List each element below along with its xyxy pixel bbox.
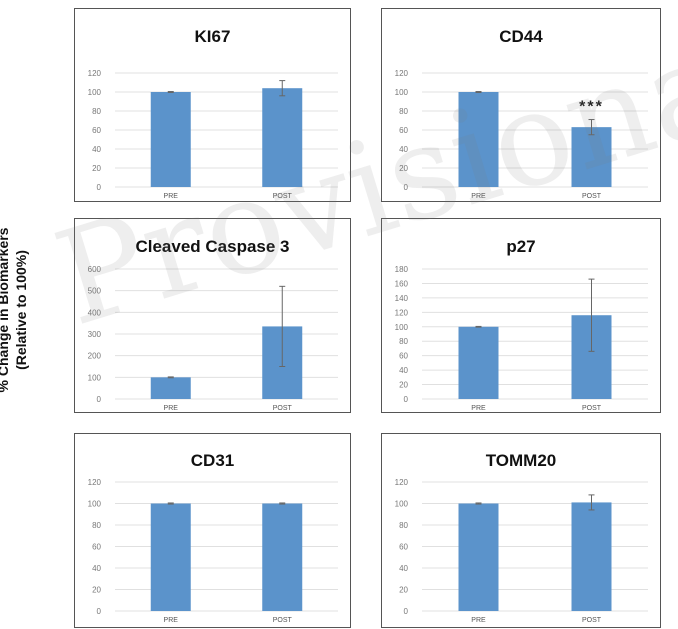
x-tick-label: PRE xyxy=(471,617,486,624)
x-tick-label: POST xyxy=(273,193,293,200)
chart-title: p27 xyxy=(506,237,535,256)
x-tick-label: PRE xyxy=(164,617,179,624)
y-tick-label: 180 xyxy=(395,265,409,274)
chart-title: TOMM20 xyxy=(486,451,557,470)
y-tick-label: 20 xyxy=(399,164,408,173)
y-tick-label: 80 xyxy=(399,521,408,530)
bar-post xyxy=(262,88,303,187)
x-tick-label: POST xyxy=(273,405,293,412)
y-tick-label: 20 xyxy=(92,164,101,173)
error-bar xyxy=(167,91,174,93)
bar-post xyxy=(571,127,612,187)
chart-title: KI67 xyxy=(195,27,231,46)
bar-pre xyxy=(458,326,499,399)
y-tick-label: 40 xyxy=(399,564,408,573)
y-tick-label: 0 xyxy=(404,607,409,616)
x-tick-label: POST xyxy=(582,193,602,200)
bar-pre xyxy=(458,503,499,611)
x-tick-label: POST xyxy=(273,617,293,624)
y-tick-label: 60 xyxy=(92,543,101,552)
bar-pre xyxy=(150,92,191,187)
y-tick-label: 160 xyxy=(395,279,409,288)
bar-post xyxy=(571,502,612,611)
y-tick-label: 0 xyxy=(404,183,409,192)
y-tick-label: 20 xyxy=(92,586,101,595)
chart-cd44: CD44 0 20 40 60 80 100 120 PRE POST *** xyxy=(381,8,661,202)
y-tick-label: 20 xyxy=(399,586,408,595)
y-tick-label: 120 xyxy=(395,69,409,78)
y-tick-label: 200 xyxy=(88,352,102,361)
y-tick-label: 100 xyxy=(395,323,409,332)
y-tick-label: 40 xyxy=(92,564,101,573)
error-bar xyxy=(475,325,482,328)
chart-ki67: KI67 0 20 40 60 80 100 120 PRE POST xyxy=(74,8,351,202)
x-tick-label: POST xyxy=(582,617,602,624)
chart-cleaved-caspase-3: Cleaved Caspase 3 0 100 200 300 400 500 600 PRE P… xyxy=(74,218,351,413)
y-tick-label: 100 xyxy=(395,88,409,97)
y-axis-label-line1: % Change in Biomarkers xyxy=(0,227,11,393)
y-tick-label: 500 xyxy=(88,287,102,296)
x-tick-label: PRE xyxy=(164,193,179,200)
error-bar xyxy=(167,376,174,379)
y-tick-label: 40 xyxy=(399,145,408,154)
chart-cd31: CD31 0 20 40 60 80 100 120 PRE POST xyxy=(74,433,351,628)
y-tick-label: 80 xyxy=(399,107,408,116)
error-bar xyxy=(279,80,286,97)
chart-p27: p27 0 20 40 60 80 100 120 140 160 180 PRE POST xyxy=(381,218,661,413)
error-bar xyxy=(588,278,595,352)
x-tick-label: PRE xyxy=(164,405,179,412)
y-tick-label: 120 xyxy=(88,69,102,78)
y-tick-label: 20 xyxy=(399,381,408,390)
x-tick-label: PRE xyxy=(471,193,486,200)
error-bar xyxy=(167,502,174,505)
bar-post xyxy=(262,503,303,611)
error-bar xyxy=(588,494,595,511)
y-tick-label: 300 xyxy=(88,330,102,339)
y-tick-label: 60 xyxy=(399,352,408,361)
y-tick-label: 60 xyxy=(92,126,101,135)
y-tick-label: 100 xyxy=(395,500,409,509)
significance-annotation: *** xyxy=(579,99,604,116)
chart-title: CD44 xyxy=(499,27,543,46)
y-tick-label: 600 xyxy=(88,265,102,274)
y-tick-label: 100 xyxy=(88,500,102,509)
y-tick-label: 140 xyxy=(395,294,409,303)
error-bar xyxy=(475,502,482,505)
x-tick-label: PRE xyxy=(471,405,486,412)
y-tick-label: 80 xyxy=(92,521,101,530)
error-bar xyxy=(279,502,286,505)
chart-title: CD31 xyxy=(191,451,234,470)
error-bar xyxy=(588,119,595,136)
chart-title: Cleaved Caspase 3 xyxy=(135,237,289,256)
y-tick-label: 120 xyxy=(395,308,409,317)
y-tick-label: 0 xyxy=(404,395,409,404)
y-tick-label: 0 xyxy=(97,607,102,616)
y-tick-label: 0 xyxy=(97,183,102,192)
bar-pre xyxy=(458,92,499,187)
y-tick-label: 120 xyxy=(88,478,102,487)
y-tick-label: 40 xyxy=(399,366,408,375)
error-bar xyxy=(475,91,482,93)
chart-tomm20: TOMM20 0 20 40 60 80 100 120 PRE POST xyxy=(381,433,661,628)
y-tick-label: 80 xyxy=(399,337,408,346)
y-tick-label: 100 xyxy=(88,373,102,382)
y-tick-label: 100 xyxy=(88,88,102,97)
y-tick-label: 40 xyxy=(92,145,101,154)
y-tick-label: 60 xyxy=(399,543,408,552)
y-tick-label: 0 xyxy=(97,395,102,404)
error-bar xyxy=(279,285,286,367)
y-tick-label: 120 xyxy=(395,478,409,487)
x-tick-label: POST xyxy=(582,405,602,412)
y-tick-label: 400 xyxy=(88,308,102,317)
y-tick-label: 80 xyxy=(92,107,101,116)
y-axis-label-line2: (Relative to 100%) xyxy=(13,250,29,370)
bar-pre xyxy=(150,503,191,611)
y-tick-label: 60 xyxy=(399,126,408,135)
bar-pre xyxy=(150,377,191,399)
